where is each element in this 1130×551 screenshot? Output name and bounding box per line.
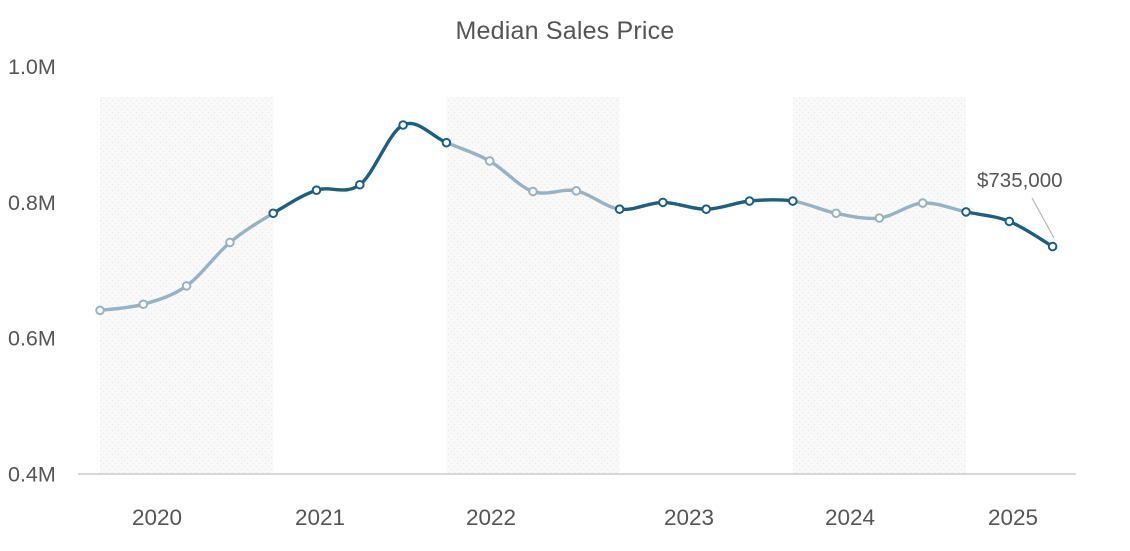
data-point-2021-Q4[interactable] bbox=[398, 120, 408, 130]
x-axis: 0.4M 0.6M 0.8M 1.0M 2020 2021 2022 2023 2024 2025 bbox=[8, 55, 1076, 530]
callout-label: $735,000 bbox=[977, 169, 1063, 192]
data-point-2025-Q3[interactable] bbox=[1047, 241, 1058, 252]
data-point-2023-Q3[interactable] bbox=[701, 204, 712, 214]
data-point-2022-Q1[interactable] bbox=[441, 137, 452, 148]
data-point-2024-Q4[interactable] bbox=[917, 198, 928, 208]
chart-title: Median Sales Price bbox=[455, 17, 675, 45]
x-axis-label: 2024 bbox=[825, 505, 875, 530]
last-value-callout: $735,000 bbox=[977, 169, 1063, 239]
y-axis-label: 0.4M bbox=[8, 463, 56, 487]
data-point-2024-Q1[interactable] bbox=[788, 196, 798, 206]
data-point-2023-Q2[interactable] bbox=[658, 197, 668, 208]
year-band-2022 bbox=[446, 97, 620, 474]
y-axis-label: 0.8M bbox=[8, 191, 56, 215]
x-axis-label: 2023 bbox=[664, 505, 714, 530]
data-point-2020-Q2[interactable] bbox=[138, 299, 149, 310]
data-point-2020-Q1[interactable] bbox=[95, 305, 105, 316]
x-axis-label: 2022 bbox=[466, 505, 516, 530]
data-point-2020-Q3[interactable] bbox=[181, 281, 192, 291]
x-axis-label: 2021 bbox=[295, 505, 345, 530]
data-point-2023-Q1[interactable] bbox=[614, 204, 625, 214]
data-point-2023-Q4[interactable] bbox=[744, 196, 755, 206]
data-point-2025-Q1[interactable] bbox=[961, 207, 971, 217]
price-line-2021 bbox=[271, 121, 449, 215]
data-point-2024-Q3[interactable] bbox=[874, 213, 885, 223]
data-point-2022-Q4[interactable] bbox=[571, 186, 582, 196]
callout-line bbox=[1031, 197, 1055, 239]
y-axis-label: 0.6M bbox=[8, 327, 56, 351]
data-point-2022-Q3[interactable] bbox=[528, 186, 538, 197]
data-point-2021-Q1[interactable] bbox=[268, 208, 279, 219]
x-axis-label: 2020 bbox=[132, 505, 182, 530]
data-point-2021-Q3[interactable] bbox=[355, 179, 365, 190]
data-point-2024-Q2[interactable] bbox=[831, 208, 841, 219]
data-point-2025-Q2[interactable] bbox=[1004, 216, 1015, 227]
data-point-2021-Q2[interactable] bbox=[311, 185, 322, 195]
x-axis-label: 2025 bbox=[988, 505, 1038, 530]
data-points bbox=[95, 120, 1058, 316]
year-bands bbox=[100, 97, 966, 474]
y-axis-label: 1.0M bbox=[8, 55, 56, 79]
year-band-2024 bbox=[792, 97, 966, 474]
data-point-2020-Q4[interactable] bbox=[225, 237, 235, 248]
data-point-2022-Q2[interactable] bbox=[484, 156, 495, 166]
